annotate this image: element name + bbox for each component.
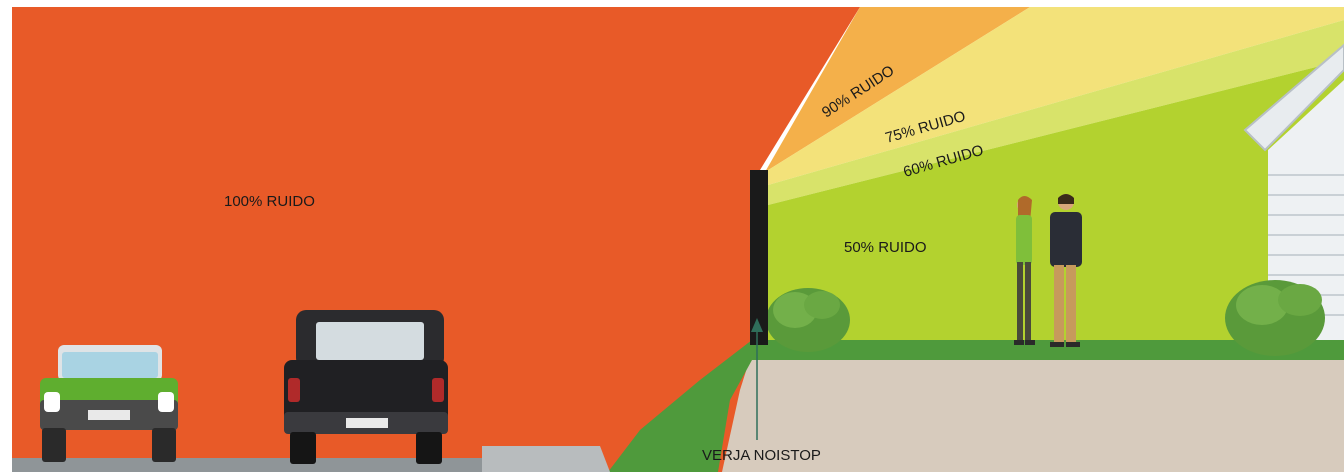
noise-zone-75 [765, 7, 1344, 185]
fence-label-arrowhead [751, 318, 763, 332]
house [1243, 43, 1344, 340]
ground [722, 352, 1344, 472]
noise-barrier-fence [750, 170, 768, 345]
car-black-suv [284, 310, 448, 464]
person-woman [1014, 196, 1035, 345]
zone-50-label: 50% RUIDO [844, 239, 927, 256]
fence-label: VERJA NOISTOP [702, 447, 821, 464]
noise-zone-50 [768, 60, 1344, 350]
zone-100-label: 100% RUIDO [224, 193, 315, 210]
bush-right [1225, 280, 1325, 356]
noise-zone-100 [12, 7, 860, 472]
bush-left [766, 288, 850, 352]
embankment-grass [608, 340, 752, 472]
car-green [40, 345, 178, 462]
yard-grass [750, 340, 1344, 360]
person-man [1050, 194, 1082, 347]
sidewalk [482, 446, 610, 472]
house-roof [1243, 43, 1344, 152]
noise-zone-60 [768, 20, 1344, 205]
left-white-border [0, 0, 12, 472]
road [12, 458, 482, 472]
top-white-border [0, 0, 1344, 7]
